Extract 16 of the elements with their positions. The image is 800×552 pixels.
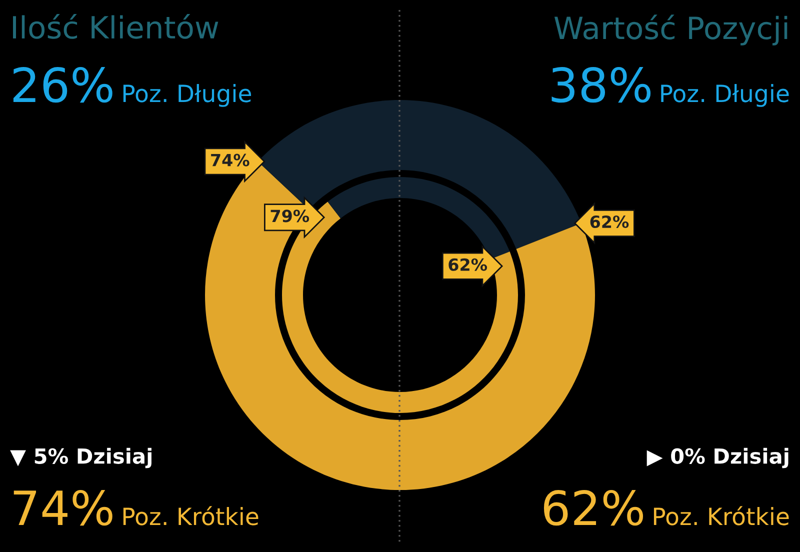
text: 74% — [14, 490, 112, 526]
data-label: 74% — [211, 154, 250, 166]
text: 26% — [13, 66, 112, 103]
text: Poz. Długie — [661, 84, 789, 107]
data-label: 62% — [448, 258, 488, 271]
text: 62% — [544, 490, 644, 526]
text: Wartość Pozycji — [554, 14, 788, 46]
data-label: 62% — [590, 215, 629, 228]
text: Poz. Długie — [123, 84, 252, 107]
text: ▼ 5% Dzisiaj — [10, 448, 152, 468]
text: 38% — [552, 66, 651, 103]
text: Poz. Krótkie — [654, 506, 789, 526]
data-label: 79% — [270, 210, 310, 222]
text: Poz. Krótkie — [123, 506, 258, 526]
text: ▶ 0% Dzisiaj — [646, 448, 788, 468]
chart-title: Ilość Klientów — [13, 14, 218, 39]
